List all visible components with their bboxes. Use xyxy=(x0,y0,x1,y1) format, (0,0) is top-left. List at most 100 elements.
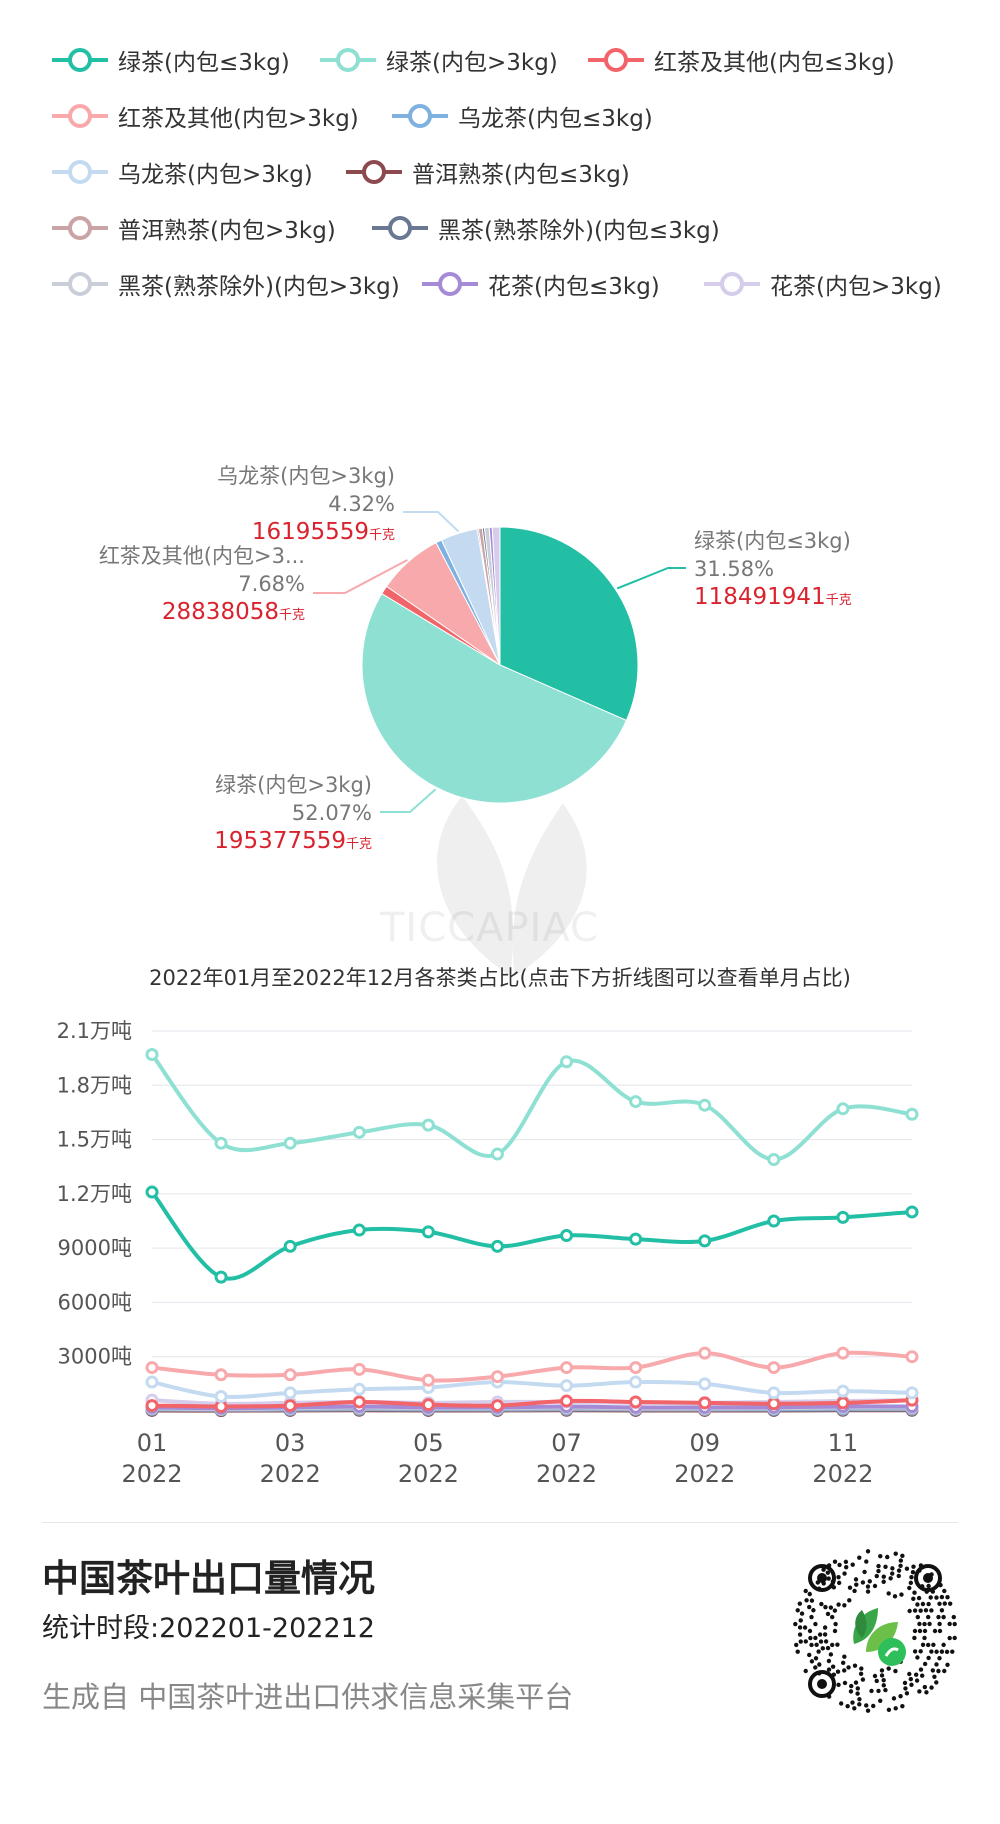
data-point[interactable] xyxy=(352,1362,366,1376)
pie-slice[interactable] xyxy=(499,526,639,722)
pie-leader-line xyxy=(380,788,437,813)
data-point[interactable] xyxy=(629,1395,643,1409)
data-point[interactable] xyxy=(698,1396,712,1410)
data-point[interactable] xyxy=(767,1152,781,1166)
data-point[interactable] xyxy=(352,1382,366,1396)
data-point[interactable] xyxy=(560,1394,574,1408)
data-point[interactable] xyxy=(560,1379,574,1393)
report-period: 统计时段:202201-202212 xyxy=(42,1613,375,1644)
data-point[interactable] xyxy=(283,1136,297,1150)
data-point[interactable] xyxy=(767,1214,781,1228)
data-point[interactable] xyxy=(283,1399,297,1413)
data-point[interactable] xyxy=(629,1375,643,1389)
data-point[interactable] xyxy=(767,1397,781,1411)
legend-label: 绿茶(内包≤3kg) xyxy=(118,50,290,76)
data-point[interactable] xyxy=(214,1390,228,1404)
data-point[interactable] xyxy=(145,1048,159,1062)
data-point[interactable] xyxy=(698,1098,712,1112)
legend-label: 乌龙茶(内包≤3kg) xyxy=(458,106,653,132)
pie-label-name: 乌龙茶(内包>3kg) xyxy=(217,464,395,488)
series-line[interactable] xyxy=(150,1053,913,1162)
data-point[interactable] xyxy=(421,1225,435,1239)
data-point[interactable] xyxy=(214,1136,228,1150)
pie-label-name: 绿茶(内包≤3kg) xyxy=(694,529,851,553)
data-point[interactable] xyxy=(145,1399,159,1413)
data-point[interactable] xyxy=(905,1205,919,1219)
data-point[interactable] xyxy=(905,1107,919,1121)
pie-slice[interactable] xyxy=(361,592,628,804)
data-point[interactable] xyxy=(836,1384,850,1398)
series-line[interactable] xyxy=(150,1190,913,1281)
legend-item[interactable]: 乌龙茶(内包>3kg) xyxy=(50,152,313,192)
legend-label: 黑茶(熟茶除外)(内包>3kg) xyxy=(118,274,400,300)
legend-item[interactable]: 普洱熟茶(内包>3kg) xyxy=(50,208,336,248)
data-point[interactable] xyxy=(560,1361,574,1375)
data-point[interactable] xyxy=(490,1239,504,1253)
data-point[interactable] xyxy=(905,1386,919,1400)
data-point[interactable] xyxy=(145,1185,159,1199)
legend-label: 花茶(内包≤3kg) xyxy=(488,274,660,300)
footer-divider xyxy=(42,1522,958,1523)
legend-item[interactable]: 红茶及其他(内包≤3kg) xyxy=(586,40,895,80)
data-point[interactable] xyxy=(836,1102,850,1116)
pie-label-percent: 7.68% xyxy=(238,572,305,596)
data-point[interactable] xyxy=(352,1395,366,1409)
legend-marker-icon xyxy=(392,104,448,128)
data-point[interactable] xyxy=(836,1396,850,1410)
data-point[interactable] xyxy=(698,1346,712,1360)
data-point[interactable] xyxy=(145,1375,159,1389)
x-tick-label-year: 2022 xyxy=(121,1460,182,1488)
legend-item[interactable]: 绿茶(内包>3kg) xyxy=(318,40,558,80)
legend-item[interactable]: 黑茶(熟茶除外)(内包>3kg) xyxy=(50,264,400,304)
data-point[interactable] xyxy=(352,1125,366,1139)
data-point[interactable] xyxy=(352,1223,366,1237)
data-point[interactable] xyxy=(629,1232,643,1246)
legend-item[interactable]: 绿茶(内包≤3kg) xyxy=(50,40,290,80)
legend-item[interactable]: 黑茶(熟茶除外)(内包≤3kg) xyxy=(370,208,720,248)
data-point[interactable] xyxy=(698,1234,712,1248)
data-point[interactable] xyxy=(490,1147,504,1161)
data-point[interactable] xyxy=(560,1228,574,1242)
legend-item[interactable]: 乌龙茶(内包≤3kg) xyxy=(390,96,653,136)
y-tick-label: 1.2万吨 xyxy=(57,1182,132,1206)
legend-label: 绿茶(内包>3kg) xyxy=(386,50,558,76)
data-point[interactable] xyxy=(421,1373,435,1387)
data-point[interactable] xyxy=(490,1399,504,1413)
legend-marker-icon xyxy=(52,272,108,296)
line-chart[interactable]: 2022年01月至2022年12月各茶类占比(点击下方折线图可以查看单月占比) 3… xyxy=(0,955,1000,1515)
data-point[interactable] xyxy=(283,1386,297,1400)
report-source: 生成自 中国茶叶进出口供求信息采集平台 xyxy=(42,1680,574,1714)
data-point[interactable] xyxy=(836,1210,850,1224)
data-point[interactable] xyxy=(767,1386,781,1400)
data-point[interactable] xyxy=(905,1350,919,1364)
legend-item[interactable]: 红茶及其他(内包>3kg) xyxy=(50,96,359,136)
x-tick-label: 09 xyxy=(689,1429,720,1457)
series-line[interactable] xyxy=(151,1379,913,1399)
data-point[interactable] xyxy=(421,1398,435,1412)
mini-program-qr-code-icon[interactable] xyxy=(792,1548,958,1714)
legend-item[interactable]: 花茶(内包≤3kg) xyxy=(420,264,660,304)
data-point[interactable] xyxy=(560,1055,574,1069)
data-point[interactable] xyxy=(836,1346,850,1360)
data-point[interactable] xyxy=(214,1368,228,1382)
data-point[interactable] xyxy=(629,1361,643,1375)
x-tick-label: 03 xyxy=(275,1429,306,1457)
data-point[interactable] xyxy=(283,1239,297,1253)
data-point[interactable] xyxy=(214,1270,228,1284)
pie-label-name: 红茶及其他(内包>3... xyxy=(99,544,305,568)
data-point[interactable] xyxy=(698,1377,712,1391)
line-chart-title: 2022年01月至2022年12月各茶类占比(点击下方折线图可以查看单月占比) xyxy=(149,966,851,990)
legend-marker-icon xyxy=(704,272,760,296)
legend-item[interactable]: 普洱熟茶(内包≤3kg) xyxy=(344,152,630,192)
legend-label: 红茶及其他(内包≤3kg) xyxy=(654,50,895,76)
pie-slice[interactable] xyxy=(491,526,501,666)
legend-item[interactable]: 花茶(内包>3kg) xyxy=(702,264,942,304)
y-tick-label: 6000吨 xyxy=(58,1290,132,1314)
data-point[interactable] xyxy=(490,1370,504,1384)
data-point[interactable] xyxy=(421,1118,435,1132)
data-point[interactable] xyxy=(767,1361,781,1375)
data-point[interactable] xyxy=(629,1095,643,1109)
data-point[interactable] xyxy=(145,1361,159,1375)
data-point[interactable] xyxy=(283,1368,297,1382)
